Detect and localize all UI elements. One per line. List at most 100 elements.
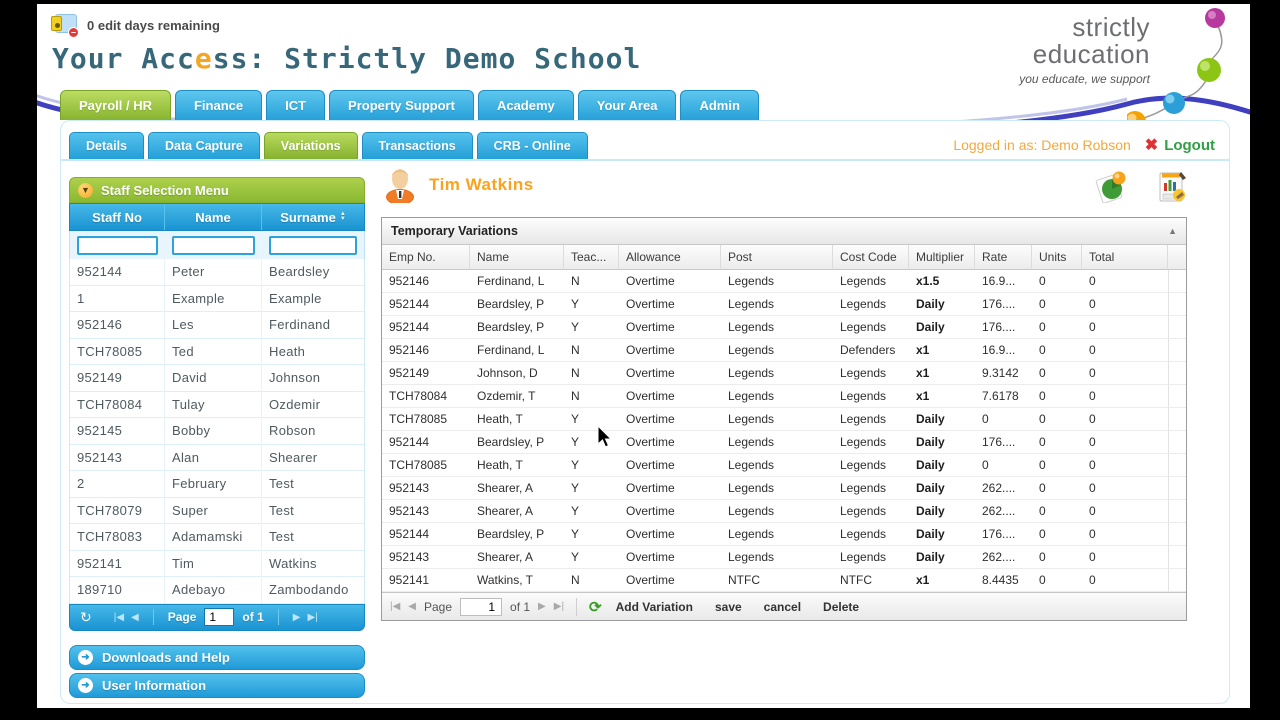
staff-table-row[interactable]: 952144 Peter Beardsley [70, 259, 364, 286]
staff-table-row[interactable]: 2 February Test [70, 471, 364, 498]
cancel-button[interactable]: cancel [763, 599, 802, 614]
logout-button[interactable]: ✖ Logout [1145, 135, 1215, 155]
sub-tab-transactions[interactable]: Transactions [361, 132, 473, 159]
staff-table-row[interactable]: 952146 Les Ferdinand [70, 312, 364, 339]
staff-table-row[interactable]: 952143 Alan Shearer [70, 444, 364, 471]
staff-table-row[interactable]: TCH78084 Tulay Ozdemir [70, 391, 364, 418]
variations-cell: 0 [975, 408, 1032, 431]
prev-page-icon[interactable]: ◀ [408, 601, 416, 612]
first-page-icon[interactable]: |◀ [390, 601, 401, 612]
variations-table-row[interactable]: TCH78085 Heath, T Y Overtime Legends Legends D… [382, 408, 1186, 431]
last-page-icon[interactable]: ▶| [307, 611, 318, 623]
variations-table-row[interactable]: 952146 Ferdinand, L N Overtime Legends Defend… [382, 339, 1186, 362]
variations-table-row[interactable]: 952143 Shearer, A Y Overtime Legends Legends D… [382, 500, 1186, 523]
variations-column-header-cost-code[interactable]: Cost Code [833, 245, 909, 270]
main-tab-finance[interactable]: Finance [174, 90, 263, 120]
variations-cell: 262.... [975, 477, 1032, 500]
staff-filter-input-0[interactable] [76, 235, 159, 255]
save-button[interactable]: save [714, 599, 742, 614]
main-tab-academy[interactable]: Academy [477, 90, 574, 120]
prev-page-icon[interactable]: ◀ [131, 611, 139, 623]
staff-table-row[interactable]: TCH78085 Ted Heath [70, 338, 364, 365]
variations-column-header-allowance[interactable]: Allowance [619, 245, 721, 270]
staff-table-row[interactable]: TCH78079 Super Test [70, 497, 364, 524]
variations-table-row[interactable]: 952144 Beardsley, P Y Overtime Legends Legend… [382, 293, 1186, 316]
staff-table-row[interactable]: 1 Example Example [70, 285, 364, 312]
staff-column-header-name[interactable]: Name [165, 204, 262, 230]
variations-cell: Legends [833, 523, 909, 546]
variations-column-header-rate[interactable]: Rate [975, 245, 1032, 270]
variations-cell: 0 [1032, 270, 1082, 293]
staff-column-header-surname[interactable]: Surname ▲ ▼ [280, 209, 346, 225]
main-tab-property-support[interactable]: Property Support [329, 90, 474, 120]
user-information-accordion[interactable]: ➜ User Information [69, 673, 365, 698]
refresh-icon[interactable]: ⟳ [589, 598, 602, 616]
variations-column-header-total[interactable]: Total [1082, 245, 1168, 270]
logged-in-as-text: Logged in as: Demo Robson [953, 137, 1131, 153]
main-tab-your-area[interactable]: Your Area [577, 90, 677, 120]
main-tab-ict[interactable]: ICT [266, 90, 326, 120]
variations-column-header-name[interactable]: Name [470, 245, 564, 270]
variations-cell: 952143 [382, 546, 470, 569]
last-page-icon[interactable]: ▶| [553, 601, 565, 612]
variations-table-row[interactable]: TCH78084 Ozdemir, T N Overtime Legends Legend… [382, 385, 1186, 408]
variations-table-row[interactable]: 952141 Watkins, T N Overtime NTFC NTFC x1 8.443… [382, 569, 1186, 592]
variations-column-header-teac-[interactable]: Teac... [564, 245, 619, 270]
next-page-icon[interactable]: ▶ [538, 601, 546, 612]
variations-column-header-multiplier[interactable]: Multiplier [909, 245, 975, 270]
variations-cell: Daily [909, 408, 975, 431]
staff-filter-row [69, 231, 365, 259]
variations-cell: Overtime [619, 431, 721, 454]
staff-column-header-staff-no[interactable]: Staff No [70, 204, 165, 230]
variations-table-row[interactable]: 952144 Beardsley, P Y Overtime Legends Legend… [382, 523, 1186, 546]
sub-tab-details[interactable]: Details [69, 132, 144, 159]
add-variation-button[interactable]: Add Variation [615, 599, 693, 614]
sub-tab-data-capture[interactable]: Data Capture [148, 132, 260, 159]
variations-table-row[interactable]: 952149 Johnson, D N Overtime Legends Legends x… [382, 362, 1186, 385]
staff-table-row[interactable]: 189710 Adebayo Zambodando [70, 577, 364, 604]
variations-column-header-post[interactable]: Post [721, 245, 833, 270]
chart-report-icon[interactable] [1095, 169, 1129, 203]
variations-table-row[interactable]: TCH78085 Heath, T Y Overtime Legends Legends D… [382, 454, 1186, 477]
refresh-icon[interactable]: ↻ [80, 608, 92, 625]
payslip-report-icon[interactable] [1155, 169, 1189, 203]
variations-cell: Y [564, 454, 619, 477]
variations-table-row[interactable]: 952143 Shearer, A Y Overtime Legends Legends D… [382, 477, 1186, 500]
variations-cell: 0 [1032, 546, 1082, 569]
variations-table-row[interactable]: 952143 Shearer, A Y Overtime Legends Legends D… [382, 546, 1186, 569]
variations-cell: 0 [1032, 500, 1082, 523]
staff-table-row[interactable]: 952141 Tim Watkins [70, 550, 364, 577]
staff-table-row[interactable]: TCH78083 Adamamski Test [70, 524, 364, 551]
variations-table-row[interactable]: 952144 Beardsley, P Y Overtime Legends Legend… [382, 431, 1186, 454]
first-page-icon[interactable]: |◀ [113, 611, 125, 623]
downloads-and-help-accordion[interactable]: ➜ Downloads and Help [69, 645, 365, 670]
staff-cell: Watkins [262, 551, 364, 577]
page-number-input[interactable] [204, 608, 235, 626]
next-page-icon[interactable]: ▶ [292, 611, 301, 623]
variations-cell: Beardsley, P [470, 431, 564, 454]
staff-filter-input-2[interactable] [269, 235, 357, 255]
main-tab-admin[interactable]: Admin [680, 90, 759, 120]
variations-column-header-emp-no-[interactable]: Emp No. [382, 245, 470, 270]
sub-tab-variations[interactable]: Variations [263, 132, 358, 159]
staff-selection-header[interactable]: ▼ Staff Selection Menu [69, 177, 365, 203]
staff-cell: TCH78085 [70, 338, 165, 365]
user-information-label: User Information [102, 678, 207, 693]
collapse-up-icon[interactable]: ▲ [1168, 226, 1177, 236]
page-number-input[interactable] [460, 597, 503, 616]
sub-tab-crb-online[interactable]: CRB - Online [476, 132, 588, 159]
staff-table-row[interactable]: 952149 David Johnson [70, 365, 364, 392]
staff-cell: 952149 [70, 365, 165, 392]
variations-cell: 0 [1082, 385, 1168, 408]
variations-cell: 176.... [975, 316, 1032, 339]
main-tab-payroll-hr[interactable]: Payroll / HR [60, 90, 171, 120]
variations-cell: Legends [721, 270, 833, 293]
variations-table-row[interactable]: 952144 Beardsley, P Y Overtime Legends Legend… [382, 316, 1186, 339]
variations-column-header-units[interactable]: Units [1032, 245, 1082, 270]
delete-button[interactable]: Delete [823, 599, 860, 614]
variations-cell: N [564, 270, 619, 293]
staff-filter-input-1[interactable] [171, 235, 256, 255]
variations-cell: Overtime [619, 454, 721, 477]
variations-table-row[interactable]: 952146 Ferdinand, L N Overtime Legends Legend… [382, 270, 1186, 293]
staff-table-row[interactable]: 952145 Bobby Robson [70, 418, 364, 445]
